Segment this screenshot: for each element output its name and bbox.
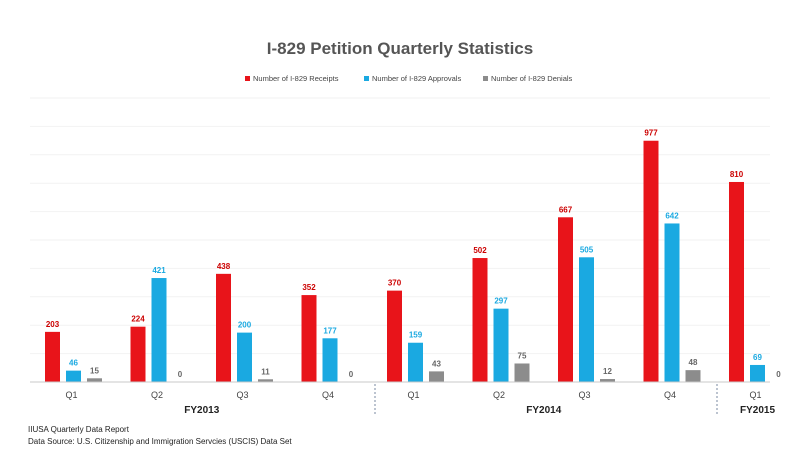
data-label: 505	[580, 245, 594, 254]
legend-label: Number of I-829 Approvals	[372, 74, 461, 83]
bar	[514, 363, 530, 382]
bar	[87, 378, 102, 382]
bar	[685, 370, 701, 382]
bar	[237, 332, 252, 382]
bar	[387, 290, 402, 382]
x-tick-label: Q2	[493, 390, 505, 400]
legend-swatch	[364, 76, 369, 81]
fiscal-year-dividers	[374, 384, 718, 416]
data-label: 48	[689, 358, 698, 367]
fiscal-year-labels: FY2013 FY2014 FY2015	[184, 405, 775, 416]
legend-label: Number of I-829 Receipts	[253, 74, 339, 83]
x-tick-label: Q3	[236, 390, 248, 400]
x-tick-label: Q4	[322, 390, 334, 400]
data-label: 977	[644, 129, 658, 138]
data-label: 642	[665, 211, 679, 220]
data-label: 203	[46, 320, 60, 329]
data-label: 0	[178, 370, 183, 379]
bar	[301, 295, 317, 382]
bar	[664, 223, 680, 382]
data-label: 12	[603, 367, 612, 376]
data-label: 43	[432, 359, 441, 368]
x-tick-label: Q1	[407, 390, 419, 400]
legend-swatch	[483, 76, 488, 81]
data-label: 159	[409, 331, 423, 340]
bar	[579, 257, 594, 382]
bar	[66, 370, 81, 382]
bar	[558, 217, 573, 382]
x-axis-ticks: Q1 Q2 Q3 Q4 Q1 Q2 Q3 Q4 Q1	[65, 390, 761, 400]
legend: Number of I-829 Receipts Number of I-829 …	[245, 74, 573, 83]
data-label: 177	[323, 326, 337, 335]
bar	[322, 338, 338, 382]
bar	[750, 364, 765, 382]
fiscal-year-label: FY2015	[740, 405, 775, 416]
bar	[729, 181, 744, 382]
bar	[493, 308, 509, 382]
bar	[600, 379, 615, 382]
data-label: 11	[261, 367, 270, 376]
bar	[216, 273, 231, 382]
fiscal-year-label: FY2013	[184, 405, 219, 416]
bar	[151, 278, 167, 382]
x-tick-label: Q1	[65, 390, 77, 400]
data-label: 46	[69, 359, 78, 368]
legend-swatch	[245, 76, 250, 81]
x-tick-label: Q3	[578, 390, 590, 400]
x-tick-label: Q2	[151, 390, 163, 400]
bars	[45, 140, 765, 382]
x-tick-label: Q4	[664, 390, 676, 400]
data-label: 421	[152, 266, 166, 275]
data-label: 0	[349, 370, 354, 379]
data-label: 370	[388, 279, 402, 288]
data-label: 297	[494, 297, 508, 306]
fiscal-year-label: FY2014	[526, 405, 561, 416]
x-tick-label: Q1	[749, 390, 761, 400]
bar	[643, 140, 659, 382]
bar	[258, 379, 273, 382]
footer-report-name: IIUSA Quarterly Data Report	[28, 425, 129, 434]
data-label: 69	[753, 353, 762, 362]
bar	[408, 342, 423, 382]
footer-data-source: Data Source: U.S. Citizenship and Immigr…	[28, 437, 292, 446]
bar	[472, 258, 488, 382]
data-label: 0	[776, 370, 781, 379]
data-label: 352	[302, 283, 316, 292]
data-label: 75	[518, 351, 527, 360]
data-label: 810	[730, 170, 744, 179]
legend-label: Number of I-829 Denials	[491, 74, 573, 83]
chart-title: I-829 Petition Quarterly Statistics	[267, 39, 533, 58]
data-label: 502	[473, 246, 487, 255]
data-label: 224	[131, 315, 145, 324]
bar	[130, 326, 146, 382]
data-label: 200	[238, 321, 252, 330]
data-label: 15	[90, 366, 99, 375]
bar	[429, 371, 444, 382]
data-label: 667	[559, 205, 573, 214]
data-label: 438	[217, 262, 231, 271]
data-labels: 203 46 15 224 421 0 438 200 11 352 177 0 370 159 43 502…	[46, 129, 781, 379]
bar	[45, 331, 60, 382]
